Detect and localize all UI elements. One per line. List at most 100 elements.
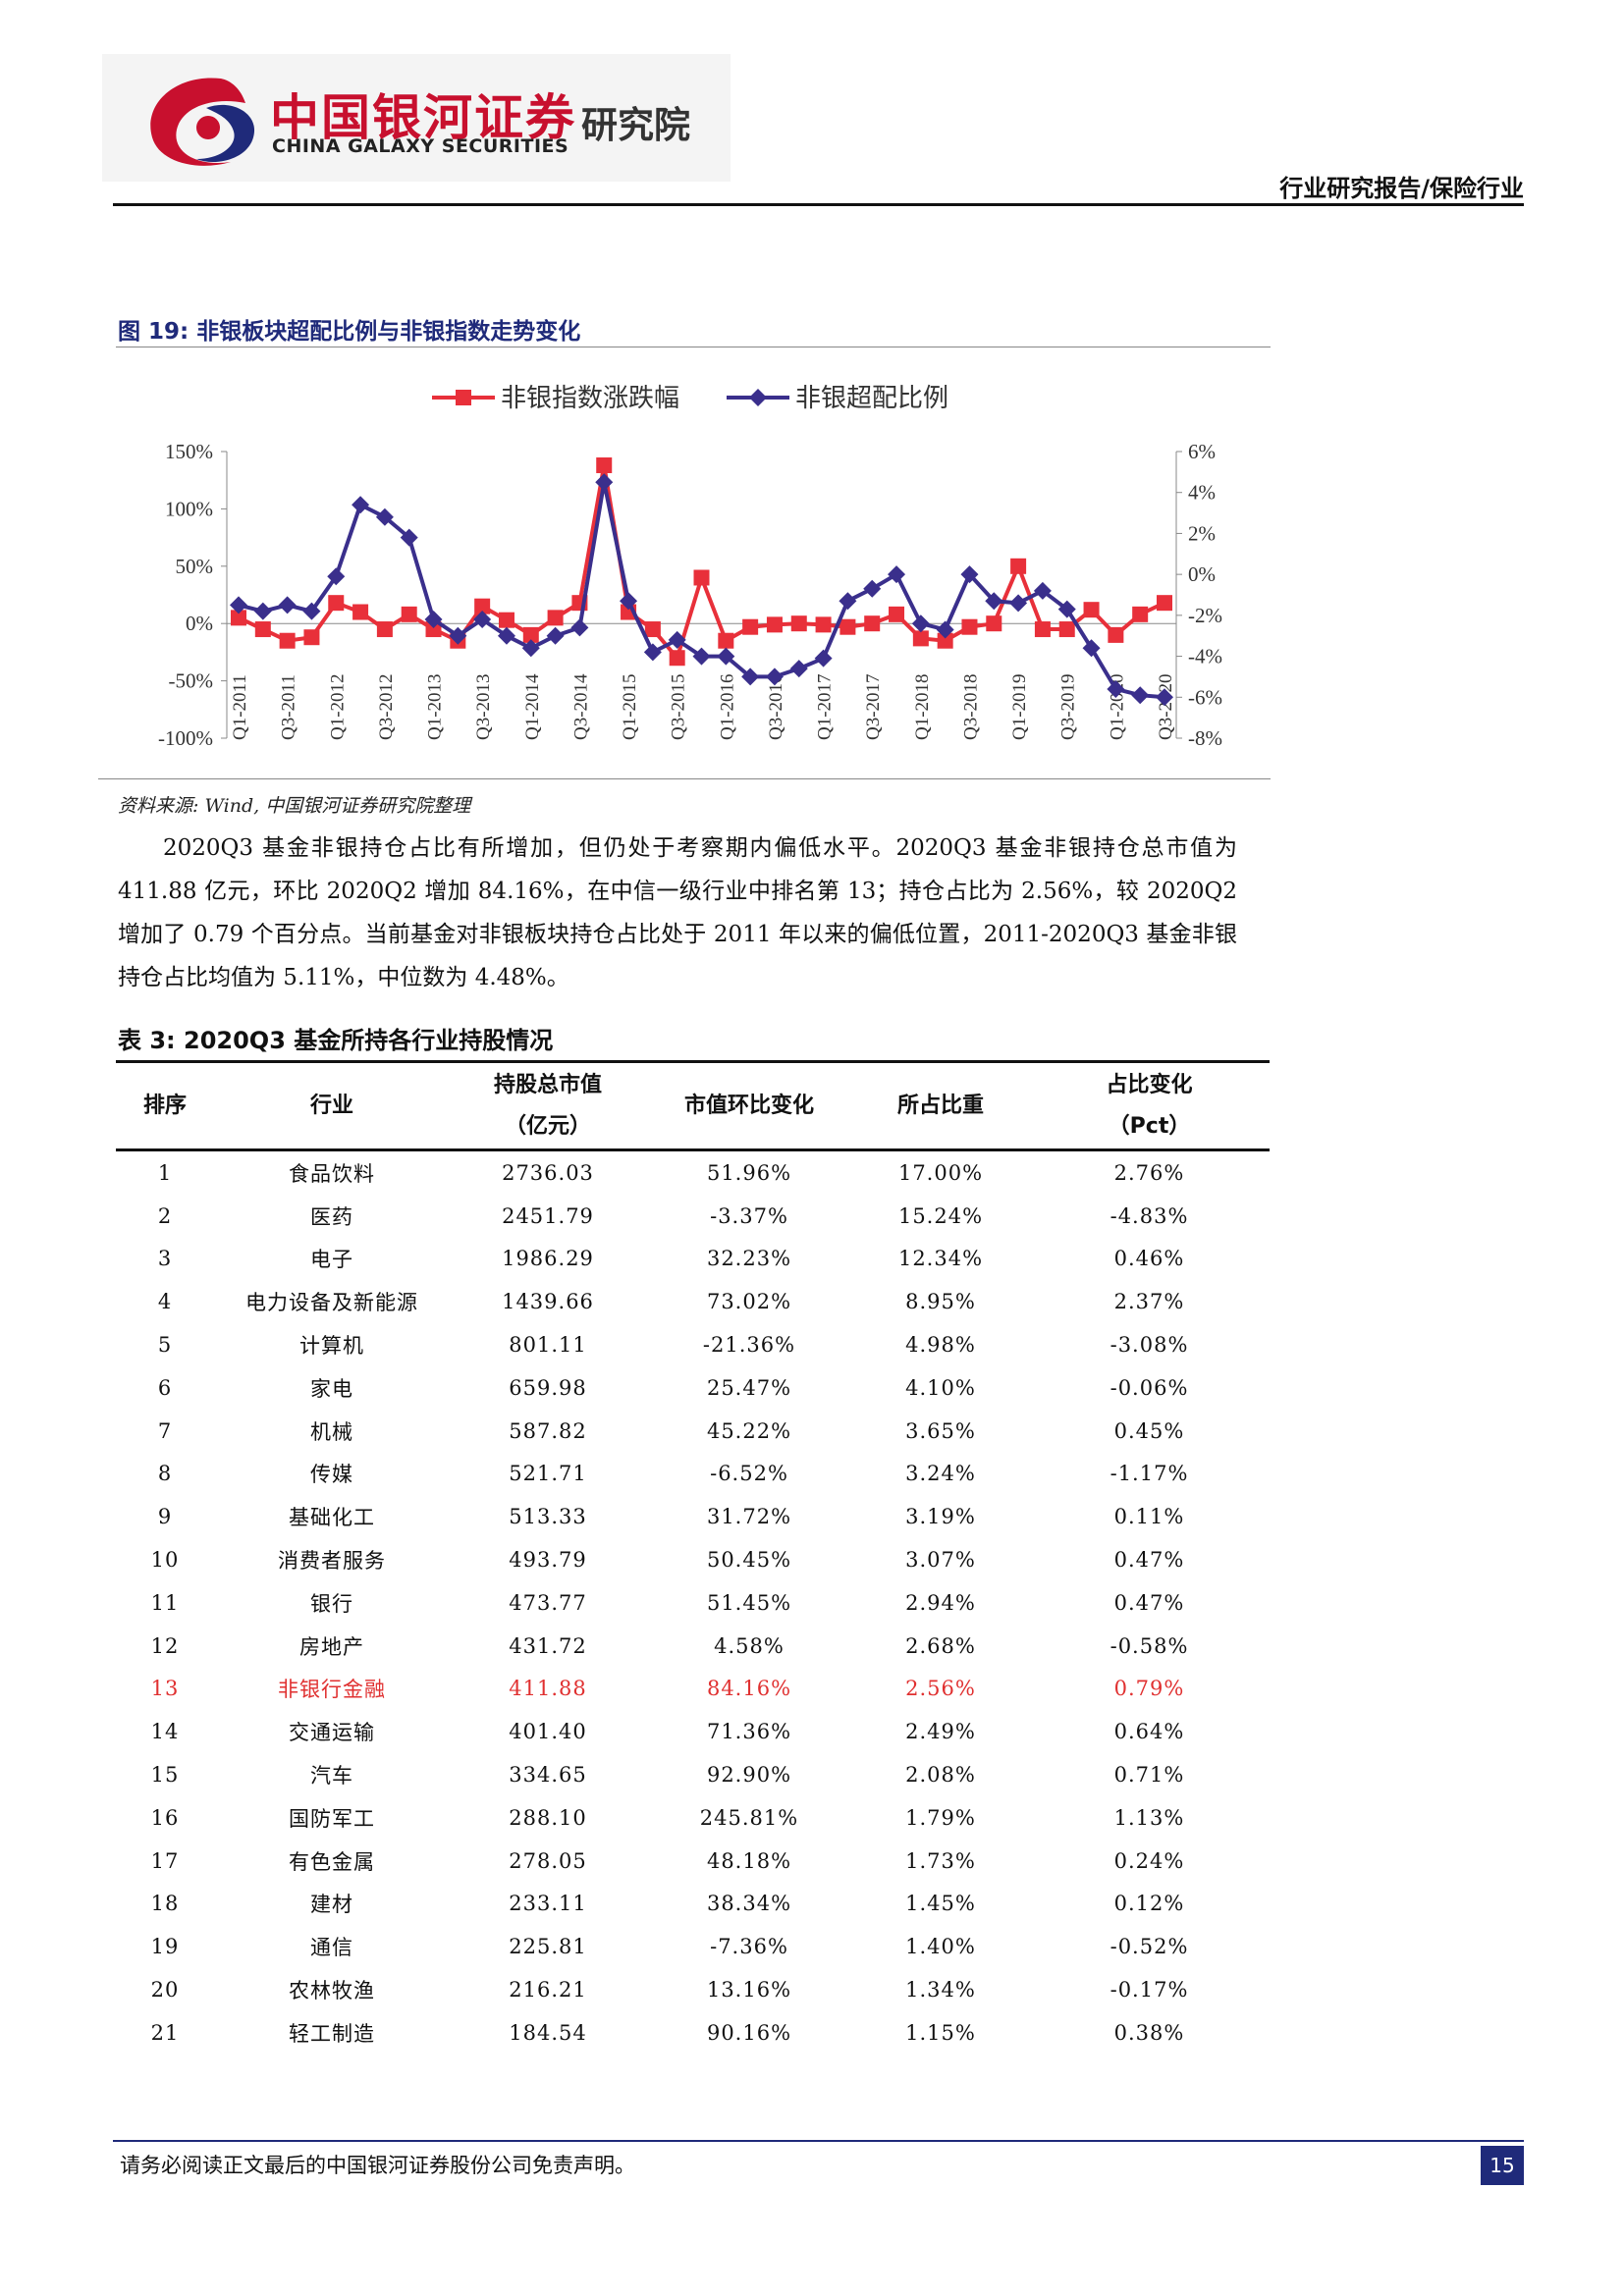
- table-body: 1 食品饮料 2736.03 51.96% 17.00% 2.76% 2 医药 2451.79 -…: [116, 1150, 1270, 2055]
- left-tick-label: -50%: [169, 669, 214, 693]
- legend-label-1: 非银超配比例: [795, 384, 948, 413]
- x-tick-label: Q1-2017: [815, 673, 836, 740]
- table-row: 14 交通运输 401.40 71.36% 2.49% 0.64%: [116, 1710, 1270, 1753]
- x-tick-label: Q1-2012: [327, 673, 348, 740]
- x-tick-label: Q1-2019: [1009, 673, 1030, 740]
- cell-qoq-change: 48.18%: [706, 1848, 792, 1873]
- cell-industry: 食品饮料: [289, 1161, 375, 1186]
- cell-industry: 轻工制造: [289, 2021, 375, 2046]
- cell-qoq-change: -7.36%: [710, 1935, 788, 1959]
- cell-weight-change: -3.08%: [1110, 1333, 1189, 1358]
- series-point: [522, 626, 539, 643]
- cell-qoq-change: 50.45%: [706, 1548, 792, 1573]
- cell-rank: 8: [157, 1462, 173, 1486]
- header-qoq-change: 市值环比变化: [683, 1093, 814, 1118]
- cell-market-value: 587.82: [509, 1418, 587, 1443]
- series-point: [449, 626, 467, 645]
- cell-weight-change: 0.12%: [1113, 1892, 1185, 1916]
- series-point: [814, 649, 833, 667]
- series-point: [546, 626, 565, 645]
- series-point: [986, 615, 1002, 632]
- series-point: [643, 643, 662, 662]
- cell-rank: 11: [150, 1590, 180, 1615]
- series-point: [596, 457, 613, 474]
- series-point: [789, 660, 808, 678]
- series-point: [936, 620, 954, 639]
- figure-bottom-rule: [98, 778, 1271, 779]
- header-market-value-line2: （亿元）: [504, 1113, 591, 1139]
- cell-rank: 12: [150, 1633, 180, 1658]
- series-point: [668, 630, 686, 649]
- table-header-row: 排序 行业 持股总市值 （亿元） 市值环比变化 所占比重 占比变化 （Pct）: [116, 1061, 1270, 1150]
- cell-market-value: 225.81: [509, 1935, 587, 1959]
- cell-industry: 银行: [310, 1591, 353, 1616]
- cell-weight-change: 0.45%: [1113, 1418, 1185, 1443]
- cell-industry: 机械: [310, 1419, 353, 1444]
- table-row: 1 食品饮料 2736.03 51.96% 17.00% 2.76%: [116, 1150, 1270, 1195]
- series-point: [644, 621, 661, 638]
- series-point: [376, 621, 393, 638]
- series-point: [352, 604, 369, 620]
- header-weight-change-line2: （Pct）: [1108, 1113, 1191, 1139]
- cell-industry: 国防军工: [289, 1806, 375, 1831]
- table-row: 18 建材 233.11 38.34% 1.45% 0.12%: [116, 1883, 1270, 1926]
- cell-industry: 通信: [310, 1936, 353, 1960]
- cell-qoq-change: 13.16%: [706, 1978, 792, 2002]
- cell-qoq-change: 71.36%: [706, 1720, 792, 1744]
- cell-rank: 9: [157, 1505, 173, 1529]
- series-point: [669, 650, 685, 667]
- series-point: [1082, 639, 1101, 658]
- cell-weight: 1.45%: [905, 1892, 976, 1916]
- cell-industry: 汽车: [310, 1764, 353, 1789]
- series-point: [230, 596, 247, 614]
- cell-industry: 基础化工: [289, 1506, 375, 1530]
- table-row: 20 农林牧渔 216.21 13.16% 1.34% -0.17%: [116, 1968, 1270, 2011]
- brand-name-en: CHINA GALAXY SECURITIES: [272, 135, 569, 157]
- series-point: [425, 621, 442, 638]
- series-point: [718, 632, 734, 649]
- cell-weight-change: -0.52%: [1110, 1935, 1189, 1959]
- cell-market-value: 801.11: [509, 1333, 587, 1358]
- header-industry: 行业: [309, 1093, 353, 1118]
- right-tick-label: -2%: [1188, 604, 1222, 627]
- x-tick-label: Q3-2011: [279, 674, 299, 740]
- x-tick-label: Q1-2016: [717, 673, 737, 740]
- table-row: 2 医药 2451.79 -3.37% 15.24% -4.83%: [116, 1195, 1270, 1238]
- cell-market-value: 659.98: [509, 1375, 587, 1400]
- series-point: [327, 567, 346, 586]
- cell-weight-change: 2.37%: [1113, 1290, 1185, 1314]
- series-point: [595, 473, 614, 492]
- cell-qoq-change: 4.58%: [714, 1633, 785, 1658]
- cell-weight: 1.79%: [905, 1805, 976, 1830]
- cell-rank: 13: [150, 1677, 180, 1701]
- cell-weight-change: 0.47%: [1113, 1590, 1185, 1615]
- cell-qoq-change: -6.52%: [710, 1462, 788, 1486]
- series-point: [692, 647, 711, 666]
- cell-industry: 非银行金融: [278, 1678, 386, 1702]
- cell-weight: 4.98%: [905, 1333, 976, 1358]
- cell-industry: 农林牧渔: [289, 1979, 375, 2003]
- footer-disclaimer: 请务必阅读正文最后的中国银河证券股份公司免责声明。: [120, 2154, 635, 2177]
- x-tick-label: Q3-2020: [1156, 673, 1176, 740]
- cell-rank: 4: [157, 1290, 173, 1314]
- cell-market-value: 2451.79: [502, 1203, 594, 1228]
- cell-market-value: 278.05: [509, 1848, 587, 1873]
- right-tick-label: 2%: [1188, 521, 1216, 545]
- x-tick-label: Q3-2013: [473, 673, 494, 740]
- x-tick-label: Q3-2015: [669, 673, 689, 740]
- series-point: [302, 602, 321, 620]
- cell-market-value: 1986.29: [502, 1247, 594, 1271]
- series-point: [521, 639, 540, 658]
- cell-qoq-change: 73.02%: [706, 1290, 792, 1314]
- x-tick-label: Q1-2018: [912, 673, 933, 740]
- cell-industry: 交通运输: [289, 1721, 375, 1745]
- series-point: [912, 630, 929, 647]
- series-point: [1108, 626, 1124, 643]
- series-point: [401, 606, 417, 622]
- series-point: [1010, 558, 1027, 574]
- series-point: [254, 621, 271, 638]
- cell-industry: 电子: [310, 1248, 353, 1272]
- series-point: [1157, 595, 1172, 612]
- x-tick-label: Q3-2016: [766, 673, 786, 740]
- x-tick-label: Q3-2018: [960, 673, 981, 740]
